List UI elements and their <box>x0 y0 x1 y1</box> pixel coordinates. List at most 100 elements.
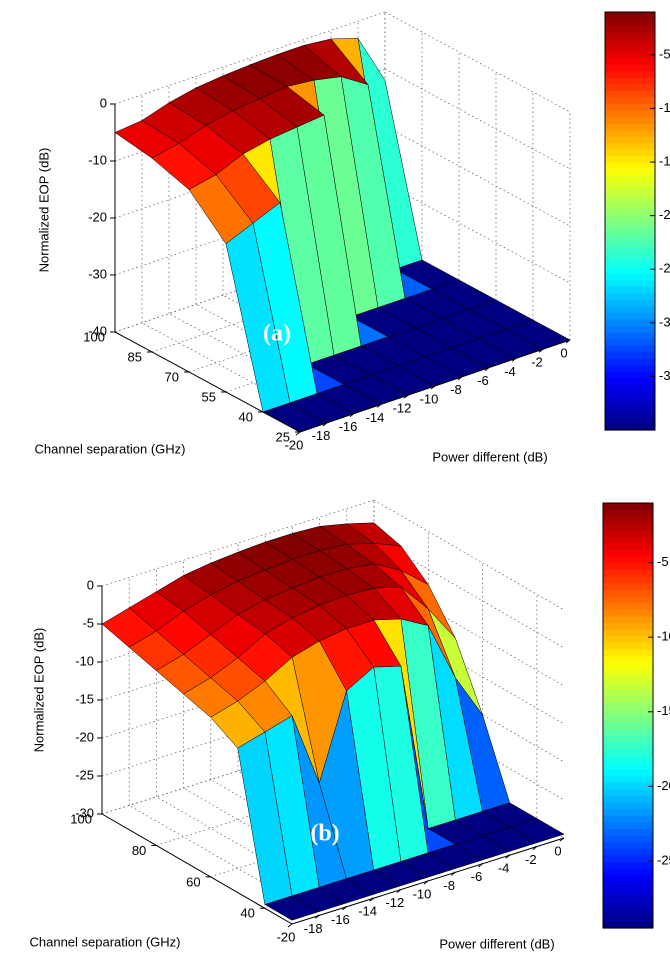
colorbar-cell <box>605 279 655 287</box>
z-tick-label: -15 <box>75 691 94 706</box>
colorbar-tick-label: -5 <box>657 554 669 569</box>
x-tick <box>349 413 355 418</box>
y-axis-label: Channel separation (GHz) <box>34 441 185 456</box>
z-tick-label: -25 <box>75 767 94 782</box>
colorbar-cell <box>603 609 653 617</box>
colorbar-cell <box>603 582 653 590</box>
z-tick-label: -30 <box>75 805 94 820</box>
colorbar-cell <box>603 695 653 703</box>
colorbar-cell <box>603 629 653 637</box>
colorbar-cell <box>605 234 655 242</box>
x-tick <box>565 339 571 344</box>
y-tick-label: 60 <box>186 874 200 889</box>
colorbar-frame <box>602 502 654 929</box>
x-tick-label: -20 <box>285 437 304 452</box>
colorbar-cell <box>605 351 655 359</box>
colorbar-cell <box>605 273 655 281</box>
x-tick-label: -8 <box>443 878 455 893</box>
colorbar-cell <box>603 549 653 557</box>
colorbar-cell <box>603 675 653 683</box>
x-tick-label: -4 <box>498 861 510 876</box>
colorbar-cell <box>605 423 655 431</box>
z-tick-label: -10 <box>88 152 107 167</box>
colorbar-cell <box>603 788 653 796</box>
grid-line <box>373 499 565 611</box>
x-tick-label: -10 <box>420 391 439 406</box>
x-tick <box>457 376 463 381</box>
colorbar-cell <box>605 260 655 268</box>
x-tick-label: -14 <box>358 904 377 919</box>
x-axis-label: Power different (dB) <box>432 449 547 464</box>
y-tick-label: 80 <box>132 843 146 858</box>
colorbar-cell <box>605 371 655 379</box>
z-tick-label: -30 <box>88 266 107 281</box>
colorbar-cell <box>603 529 653 537</box>
colorbar-cell <box>605 338 655 346</box>
colorbar-cell <box>603 801 653 810</box>
colorbar-cell <box>603 542 653 551</box>
colorbar-tick-label: -35 <box>659 368 670 383</box>
x-tick <box>430 385 436 390</box>
colorbar-cell <box>605 136 655 144</box>
x-tick <box>403 394 409 399</box>
colorbar-cell <box>603 622 653 630</box>
colorbar-cell <box>605 149 655 157</box>
colorbar-cell <box>603 921 653 929</box>
colorbar-cell <box>605 51 655 59</box>
colorbar-cell <box>605 214 655 222</box>
colorbar-cell <box>605 162 655 170</box>
colorbar-cell <box>605 325 655 333</box>
colorbar-cell <box>605 221 655 229</box>
x-tick-label: -6 <box>477 373 489 388</box>
colorbar-cell <box>605 286 655 294</box>
z-tick-label: -10 <box>75 653 94 668</box>
colorbar-cell <box>605 142 655 150</box>
surface-chart: -20-18-16-14-12-10-8-6-4-20406080100-30-… <box>29 499 670 951</box>
x-tick-label: -6 <box>471 869 483 884</box>
y-tick-label: 100 <box>70 811 92 826</box>
colorbar-cell <box>603 835 653 843</box>
surface-patch <box>264 895 320 921</box>
y-tick-label: 25 <box>276 429 290 444</box>
x-tick-label: -16 <box>339 419 358 434</box>
colorbar-cell <box>603 868 653 876</box>
colorbar-cell <box>603 901 653 909</box>
colorbar-cell <box>603 881 653 889</box>
colorbar-cell <box>603 602 653 610</box>
y-tick-label: 70 <box>165 369 179 384</box>
colorbar-cell <box>605 57 655 65</box>
x-tick-label: -20 <box>277 929 296 944</box>
colorbar-cell <box>603 755 653 763</box>
colorbar-cell <box>605 103 655 111</box>
panel-label: (a) <box>263 321 291 347</box>
colorbar-cell <box>603 735 653 743</box>
x-tick <box>511 357 517 362</box>
y-tick-label: 40 <box>239 409 253 424</box>
colorbar-cell <box>603 635 653 644</box>
colorbar-cell <box>603 914 653 922</box>
x-axis-label: Power different (dB) <box>439 936 554 951</box>
colorbar-cell <box>605 384 655 392</box>
colorbar-cell <box>603 828 653 836</box>
colorbar-cell <box>603 908 653 916</box>
x-tick <box>376 403 382 408</box>
colorbar-cell <box>605 312 655 320</box>
x-tick-label: -4 <box>504 364 516 379</box>
colorbar-cell <box>603 536 653 544</box>
x-tick-label: -14 <box>366 410 385 425</box>
panel-label: (b) <box>310 821 339 847</box>
colorbar-cell <box>603 662 653 670</box>
colorbar-cell <box>605 77 655 85</box>
x-tick-label: -12 <box>385 895 404 910</box>
x-tick <box>314 915 320 919</box>
colorbar-cell <box>603 715 653 723</box>
colorbar-cell <box>605 18 655 26</box>
colorbar-cell <box>603 781 653 790</box>
colorbar-cell <box>603 649 653 657</box>
x-tick-label: 0 <box>554 843 561 858</box>
x-tick-label: -10 <box>413 886 432 901</box>
colorbar-cell <box>605 397 655 405</box>
colorbar-cell <box>603 821 653 829</box>
y-axis <box>114 331 301 433</box>
colorbar-tick-label: -20 <box>659 207 670 222</box>
